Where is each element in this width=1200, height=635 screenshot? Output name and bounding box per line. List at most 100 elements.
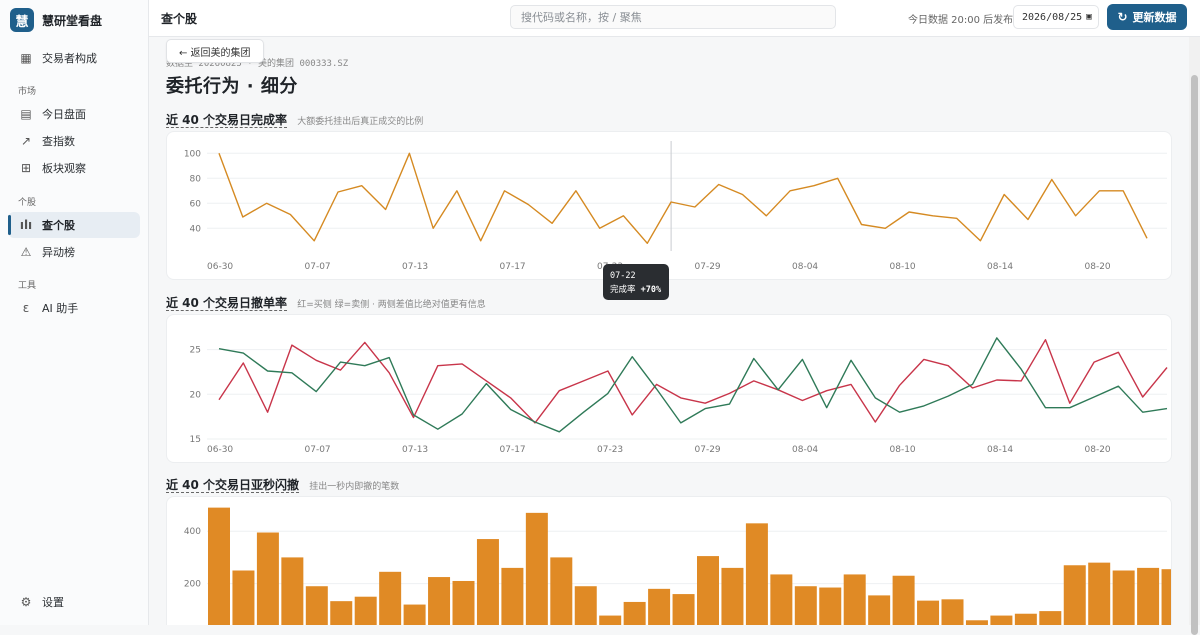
sidebar-item-label: 板块观察 xyxy=(42,162,86,175)
bar xyxy=(941,599,964,625)
bar xyxy=(281,557,304,625)
ai-icon: ε xyxy=(22,301,30,315)
x-tick-label: 07-13 xyxy=(402,445,428,455)
x-tick-label: 06-30 xyxy=(207,445,233,455)
blocks-icon: ⊞ xyxy=(20,161,32,175)
sidebar-item-label: 查指数 xyxy=(42,135,75,148)
sidebar-item-label: 今日盘面 xyxy=(42,108,86,121)
sidebar-section-stock: 个股 xyxy=(18,198,37,208)
x-tick-label: 08-04 xyxy=(792,262,818,272)
sidebar-item-label: AI 助手 xyxy=(42,302,79,315)
section-title-text: 近 40 个交易日撤单率 xyxy=(166,296,288,311)
bar xyxy=(1014,613,1037,625)
gear-icon: ⚙ xyxy=(20,595,32,609)
date-value: 2026/08/25 xyxy=(1022,11,1083,23)
section-title-flash: 近 40 个交易日亚秒闪撤 挂出一秒内即撤的笔数 xyxy=(166,476,399,493)
x-tick-label: 07-07 xyxy=(305,445,331,455)
back-button[interactable]: ← 返回美的集团 xyxy=(166,39,264,63)
bar xyxy=(990,615,1013,625)
chart-tooltip: 07-22 完成率 +70% xyxy=(603,264,669,300)
cancel-rate-chart[interactable]: 15 20 25 06-30 07-07 07-13 07-17 07-23 07-29 08-0… xyxy=(167,315,1171,462)
sidebar-item-trader-composition[interactable]: ▦ 交易者构成 xyxy=(8,45,140,71)
sidebar-item-settings[interactable]: ⚙ 设置 xyxy=(8,589,140,615)
bar xyxy=(819,587,842,625)
sidebar-item-label: 查个股 xyxy=(42,219,75,232)
calendar-icon: ▣ xyxy=(1086,12,1092,22)
bar xyxy=(452,580,475,625)
completion-rate-chart[interactable]: 40608010006-3007-0707-1307-1707-2307-290… xyxy=(167,132,1171,279)
x-tick-label: 07-23 xyxy=(597,445,623,455)
page-name: 查个股 xyxy=(161,12,198,26)
bar xyxy=(305,586,328,625)
sidebar-item-movers[interactable]: ⚠ 异动榜 xyxy=(8,239,140,265)
sidebar-item-label: 异动榜 xyxy=(42,246,75,259)
section-title-text: 近 40 个交易日亚秒闪撤 xyxy=(166,478,300,493)
bar xyxy=(1137,567,1160,625)
series-line xyxy=(218,337,1168,433)
x-tick-label: 07-13 xyxy=(402,262,428,272)
x-tick-label: 08-14 xyxy=(987,262,1013,272)
bar xyxy=(1063,565,1086,625)
grid-icon: ▦ xyxy=(20,51,32,65)
chart-card-completion: 40608010006-3007-0707-1307-1707-2307-290… xyxy=(166,131,1172,280)
series-line xyxy=(218,339,1168,424)
x-tick-label: 07-29 xyxy=(695,445,721,455)
table-icon: ▤ xyxy=(20,107,32,121)
y-tick-label: 80 xyxy=(190,174,202,184)
refresh-icon: ↻ xyxy=(1117,10,1128,24)
bar xyxy=(476,539,499,625)
bar xyxy=(525,512,548,625)
bar xyxy=(501,567,524,625)
brand[interactable]: 慧 慧研堂看盘 xyxy=(10,6,102,34)
search-input[interactable]: 搜代码或名称，按 / 聚焦 xyxy=(510,5,836,29)
sidebar-item-label: 交易者构成 xyxy=(42,52,97,65)
sidebar-item-stock[interactable]: ılı 查个股 xyxy=(8,212,140,238)
bar xyxy=(428,577,451,625)
x-tick-label: 08-04 xyxy=(792,445,818,455)
bar xyxy=(892,575,915,625)
section-title-cancel: 近 40 个交易日撤单率 红=买侧 绿=卖侧 · 两侧差值比绝对值更有信息 xyxy=(166,294,486,311)
bar xyxy=(868,595,891,625)
y-tick-label: 60 xyxy=(190,199,202,209)
bar xyxy=(1088,562,1111,625)
scrollbar[interactable] xyxy=(1189,37,1200,635)
y-tick-label: 400 xyxy=(184,527,201,537)
x-tick-label: 08-20 xyxy=(1085,262,1111,272)
y-tick-label: 20 xyxy=(190,390,202,400)
y-tick-label: 15 xyxy=(190,435,201,445)
sidebar-section-market: 市场 xyxy=(18,87,37,97)
bar xyxy=(550,557,573,625)
sidebar-item-today[interactable]: ▤ 今日盘面 xyxy=(8,101,140,127)
bar xyxy=(648,588,671,625)
bar xyxy=(770,574,793,625)
bar xyxy=(965,620,988,625)
bar xyxy=(794,586,817,625)
sidebar-item-sectors[interactable]: ⊞ 板块观察 xyxy=(8,155,140,181)
breadcrumb: 数据至 20260825 · 美的集团 000333.SZ xyxy=(166,59,349,69)
flash-cancel-chart[interactable]: 020040006-3007-0707-1307-1707-2307-2908-… xyxy=(167,497,1171,625)
date-picker[interactable]: 2026/08/25 ▣ xyxy=(1013,5,1099,29)
y-tick-label: 200 xyxy=(184,580,201,590)
bar xyxy=(721,567,744,625)
bar xyxy=(330,601,353,625)
main-content: 数据至 20260825 · 美的集团 000333.SZ ← 返回美的集团 委… xyxy=(149,37,1187,625)
sidebar-item-ai[interactable]: ε AI 助手 xyxy=(8,295,140,321)
page-title: 委托行为 · 细分 xyxy=(166,76,298,97)
refresh-label: 更新数据 xyxy=(1132,11,1177,24)
tooltip-row: 完成率 +70% xyxy=(610,283,662,297)
chart-card-cancel: 15 20 25 06-30 07-07 07-13 07-17 07-23 07-29 08-0… xyxy=(166,314,1172,463)
bar xyxy=(623,601,646,625)
sidebar-item-index[interactable]: ↗ 查指数 xyxy=(8,128,140,154)
x-tick-label: 08-10 xyxy=(890,262,916,272)
tooltip-date: 07-22 xyxy=(610,271,636,281)
scrollbar-thumb[interactable] xyxy=(1191,75,1198,635)
bar xyxy=(697,556,719,625)
bar xyxy=(745,523,768,625)
refresh-button[interactable]: ↻ 更新数据 xyxy=(1107,4,1187,30)
brand-logo: 慧 xyxy=(10,8,34,32)
topbar: 查个股 搜代码或名称，按 / 聚焦 今日数据 20:00 后发布 2026/08… xyxy=(149,0,1200,37)
bar xyxy=(232,570,255,625)
x-tick-label: 08-14 xyxy=(987,445,1013,455)
bar xyxy=(256,532,279,625)
alert-icon: ⚠ xyxy=(20,245,32,259)
